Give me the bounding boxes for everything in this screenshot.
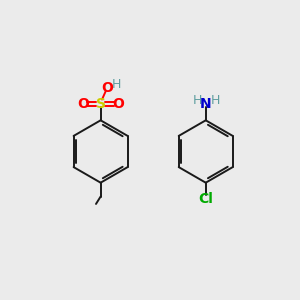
Text: H: H (192, 94, 202, 107)
Text: H: H (112, 78, 121, 91)
Text: Cl: Cl (198, 192, 213, 206)
Text: O: O (77, 97, 89, 111)
Text: S: S (96, 97, 106, 111)
Text: O: O (102, 81, 113, 95)
Text: H: H (210, 94, 220, 107)
Text: N: N (200, 97, 212, 111)
Text: O: O (112, 97, 124, 111)
